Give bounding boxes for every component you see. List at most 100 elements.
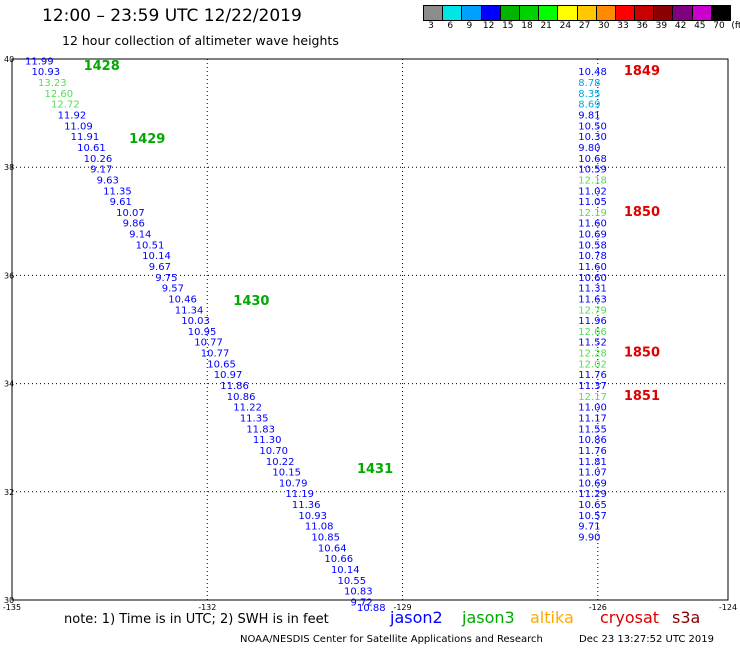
wave-height-label: 11.55: [578, 424, 607, 435]
wave-height-label: 11.02: [578, 186, 607, 197]
wave-height-label: 12.79: [578, 305, 607, 316]
legend-jason2: jason2: [390, 608, 443, 627]
x-tick-label: -129: [393, 603, 411, 612]
colorbar-swatch: [461, 6, 481, 20]
wave-height-label: 10.69: [578, 478, 607, 489]
wave-height-label: 10.79: [279, 478, 308, 489]
colorbar-swatch: [557, 6, 577, 20]
wave-height-label: 9.61: [110, 197, 132, 208]
wave-height-label: 11.00: [578, 403, 607, 414]
colorbar-label: 70: [713, 21, 725, 31]
wave-height-label: 10.03: [181, 316, 210, 327]
wave-height-label: 12.19: [578, 208, 607, 219]
pass-time-label: 1430: [233, 294, 269, 309]
colorbar-label: 39: [655, 21, 668, 31]
colorbar-label: 36: [636, 21, 648, 31]
wave-height-label: 10.85: [311, 532, 340, 543]
colorbar-swatch: [424, 6, 443, 20]
wave-height-label: 9.75: [155, 273, 177, 284]
wave-height-label: 10.68: [578, 154, 607, 165]
wave-height-label: 11.34: [175, 305, 204, 316]
wave-height-label: 10.77: [194, 338, 223, 349]
wave-height-label: 10.30: [578, 132, 607, 143]
wave-height-label: 11.09: [64, 121, 93, 132]
wave-height-label: 11.63: [578, 294, 607, 305]
wave-height-label: 9.63: [97, 175, 119, 186]
wave-height-label: 11.60: [578, 262, 607, 273]
y-tick-label: 40: [4, 55, 14, 64]
wave-height-label: 9.86: [123, 219, 145, 230]
wave-height-label: 10.59: [578, 165, 607, 176]
wave-height-label: 10.65: [207, 359, 236, 370]
colorbar-label: 3: [428, 21, 434, 31]
colorbar-swatch: [480, 6, 500, 20]
credit-text: NOAA/NESDIS Center for Satellite Applica…: [240, 634, 543, 645]
wave-height-label: 9.14: [129, 230, 151, 241]
wave-height-label: 10.60: [578, 273, 607, 284]
wave-height-label: 10.57: [578, 511, 607, 522]
colorbar-swatch: [595, 6, 615, 20]
wave-height-label: 9.90: [578, 532, 600, 543]
wave-height-label: 11.31: [578, 284, 607, 295]
wave-height-label: 10.93: [32, 67, 61, 78]
timestamp-text: Dec 23 13:27:52 UTC 2019: [579, 634, 714, 645]
colorbar-swatch: [634, 6, 654, 20]
colorbar-swatch: [518, 6, 539, 20]
colorbar: [423, 5, 731, 21]
wave-height-label: 11.36: [292, 500, 321, 511]
colorbar-swatch: [614, 6, 635, 20]
wave-height-label: 9.71: [578, 522, 600, 533]
wave-height-label: 10.58: [578, 240, 607, 251]
wave-height-label: 11.05: [578, 197, 607, 208]
wave-height-label: 10.61: [77, 143, 106, 154]
colorbar-swatch: [653, 6, 673, 20]
x-tick-label: -126: [589, 603, 607, 612]
y-tick-label: 34: [4, 380, 14, 389]
wave-height-label: 12.02: [578, 359, 607, 370]
colorbar-label: 30: [598, 21, 610, 31]
wave-height-label: 9.80: [578, 143, 600, 154]
wave-height-label: 11.07: [578, 468, 607, 479]
wave-height-label: 10.46: [168, 294, 197, 305]
y-tick-label: 30: [4, 596, 14, 605]
colorbar-label: 6: [447, 21, 454, 31]
wave-height-label: 9.57: [162, 284, 184, 295]
wave-height-label: 10.15: [272, 468, 301, 479]
wave-height-label: 10.83: [344, 587, 373, 598]
colorbar-swatch: [672, 6, 692, 20]
wave-height-label: 11.83: [246, 424, 275, 435]
x-tick-label: -132: [198, 603, 216, 612]
pass-time-label: 1851: [624, 389, 660, 404]
legend-cryosat: cryosat: [600, 608, 660, 627]
wave-height-label: 13.23: [38, 78, 67, 89]
colorbar-label: 15: [502, 21, 514, 31]
colorbar-swatch: [499, 6, 519, 20]
legend-altika: altika: [530, 608, 574, 627]
wave-height-label: 11.30: [253, 435, 282, 446]
wave-height-label: 10.64: [318, 543, 347, 554]
wave-height-label: 12.60: [45, 89, 74, 100]
wave-height-label: 10.69: [578, 230, 607, 241]
x-tick-label: -124: [719, 603, 737, 612]
wave-height-label: 8.69: [578, 100, 600, 111]
wave-height-label: 11.81: [578, 457, 607, 468]
pass-time-label: 1850: [624, 346, 660, 361]
wave-height-label: 9.17: [90, 165, 112, 176]
wave-height-label: 10.78: [578, 251, 607, 262]
y-tick-label: 38: [4, 163, 14, 172]
y-tick-label: 32: [4, 488, 14, 497]
colorbar-swatch: [442, 6, 462, 20]
colorbar-label: 45: [694, 21, 706, 31]
map-frame: [11, 58, 729, 601]
wave-height-label: 11.99: [25, 56, 54, 67]
wave-height-label: 12.17: [578, 392, 607, 403]
wave-height-label: 8.78: [578, 78, 600, 89]
wave-height-label: 10.14: [142, 251, 171, 262]
wave-height-label: 10.55: [337, 576, 366, 587]
wave-height-label: 11.29: [578, 489, 607, 500]
colorbar-label: 12: [482, 21, 495, 31]
wave-height-label: 10.51: [136, 240, 165, 251]
